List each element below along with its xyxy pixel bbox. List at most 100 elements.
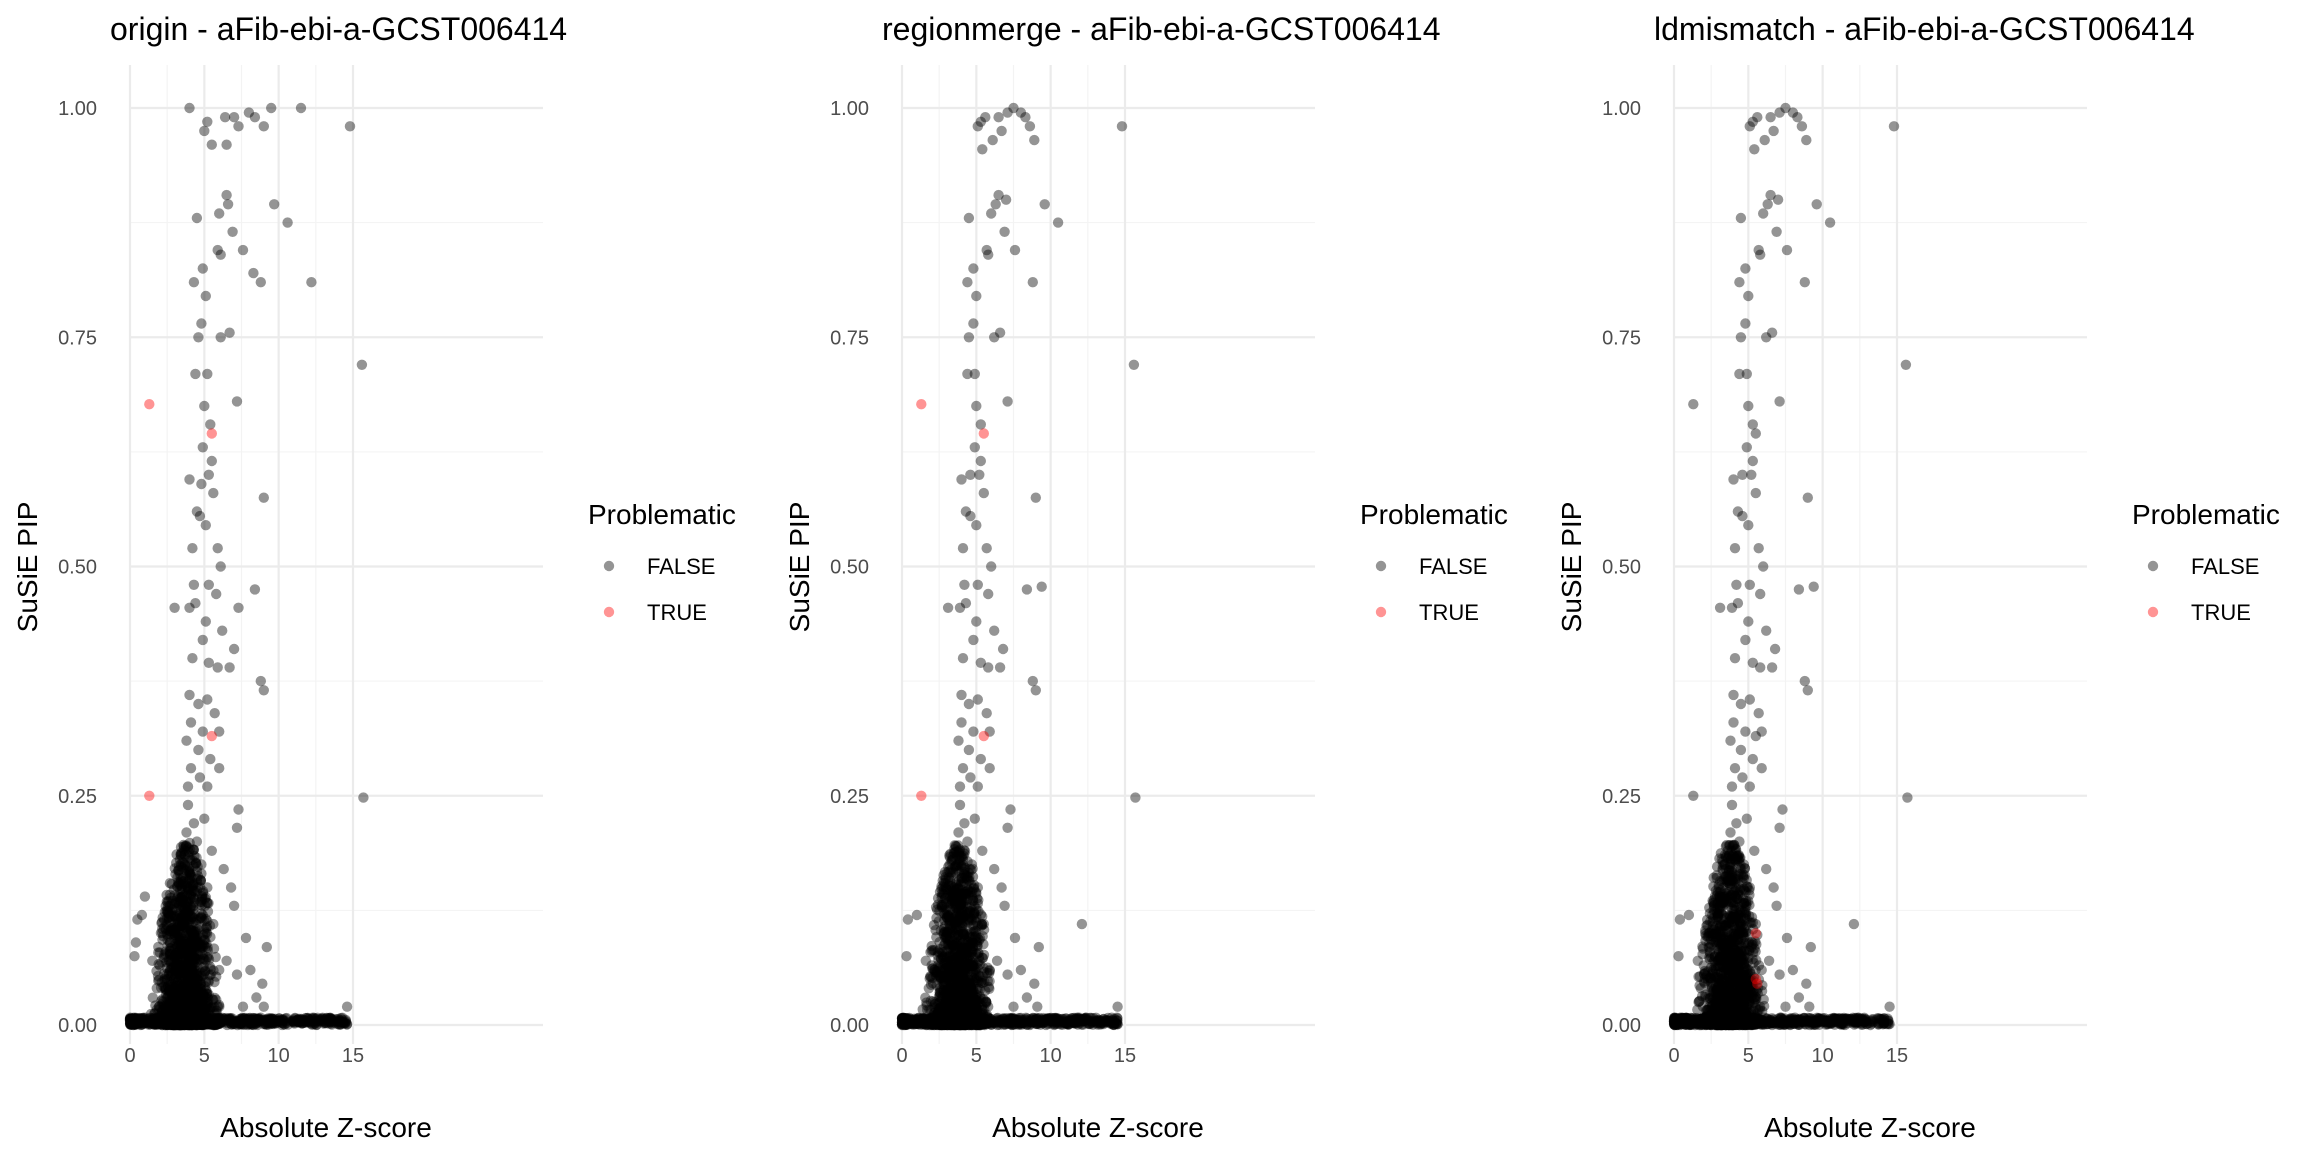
data-point bbox=[924, 973, 935, 984]
data-point bbox=[175, 849, 187, 860]
data-point bbox=[181, 840, 192, 851]
data-point bbox=[190, 1016, 202, 1027]
data-point bbox=[190, 858, 202, 869]
data-point bbox=[203, 898, 214, 909]
data-point bbox=[182, 860, 193, 871]
data-point bbox=[178, 993, 190, 1005]
data-point bbox=[171, 940, 183, 952]
data-point bbox=[978, 428, 989, 439]
data-point bbox=[182, 968, 193, 979]
data-point bbox=[981, 543, 992, 554]
data-point bbox=[175, 966, 187, 977]
data-point bbox=[203, 1001, 214, 1012]
data-point bbox=[188, 951, 200, 962]
data-point bbox=[208, 1019, 219, 1030]
data-point bbox=[188, 818, 200, 829]
data-point bbox=[169, 925, 180, 936]
data-point bbox=[176, 920, 187, 932]
data-point bbox=[959, 976, 970, 987]
data-point bbox=[184, 863, 195, 874]
data-point bbox=[184, 1019, 195, 1031]
data-point bbox=[184, 989, 196, 1000]
data-point bbox=[170, 997, 181, 1008]
data-point bbox=[173, 1019, 184, 1030]
data-point bbox=[187, 892, 199, 903]
data-point bbox=[177, 1019, 189, 1030]
data-point bbox=[963, 744, 975, 756]
data-point bbox=[163, 912, 174, 923]
data-point bbox=[165, 1013, 176, 1024]
data-point bbox=[174, 854, 186, 865]
data-point bbox=[183, 1008, 194, 1020]
data-point bbox=[176, 967, 187, 979]
data-point bbox=[206, 428, 217, 439]
data-point bbox=[980, 112, 991, 123]
data-point bbox=[179, 907, 191, 919]
legend-title: Problematic bbox=[1360, 499, 1508, 530]
data-point bbox=[159, 1002, 170, 1013]
data-point bbox=[181, 1018, 192, 1029]
data-point bbox=[200, 520, 211, 531]
data-point bbox=[978, 487, 989, 499]
data-point bbox=[179, 909, 190, 920]
data-point bbox=[1027, 277, 1039, 288]
data-point bbox=[154, 960, 165, 971]
data-point bbox=[185, 1010, 196, 1022]
data-point bbox=[183, 962, 195, 973]
data-point bbox=[190, 940, 201, 952]
data-point bbox=[179, 859, 190, 871]
data-point bbox=[188, 1001, 199, 1012]
data-point bbox=[171, 979, 182, 991]
data-point bbox=[965, 469, 976, 480]
data-point bbox=[193, 994, 204, 1005]
data-point bbox=[176, 993, 188, 1004]
data-point bbox=[147, 992, 158, 1003]
data-point bbox=[169, 1019, 180, 1031]
data-point bbox=[180, 930, 192, 941]
data-point bbox=[195, 911, 207, 922]
data-point bbox=[172, 987, 183, 998]
data-point bbox=[172, 872, 183, 883]
data-point bbox=[183, 850, 194, 861]
data-point bbox=[175, 938, 186, 949]
data-point bbox=[191, 212, 203, 224]
data-point bbox=[187, 946, 198, 957]
data-point bbox=[205, 1019, 216, 1030]
data-point bbox=[938, 928, 949, 939]
data-point bbox=[205, 1014, 217, 1025]
data-point bbox=[171, 1012, 182, 1024]
data-point bbox=[1009, 244, 1021, 256]
data-point bbox=[163, 895, 174, 907]
data-point bbox=[945, 900, 957, 911]
data-point bbox=[173, 1014, 184, 1025]
data-point bbox=[180, 1013, 191, 1024]
data-point bbox=[1030, 685, 1042, 696]
data-point bbox=[181, 1005, 193, 1016]
data-point bbox=[177, 873, 188, 884]
data-point bbox=[181, 1011, 192, 1022]
data-point bbox=[178, 1003, 190, 1014]
data-point bbox=[184, 977, 195, 988]
data-point bbox=[160, 1016, 171, 1027]
data-point bbox=[972, 781, 983, 792]
data-point bbox=[983, 249, 994, 260]
data-point bbox=[191, 932, 202, 944]
data-point bbox=[175, 1002, 186, 1013]
data-point bbox=[227, 226, 238, 237]
data-point bbox=[160, 1004, 171, 1015]
data-point bbox=[160, 1018, 171, 1030]
data-point bbox=[198, 1002, 210, 1013]
data-point bbox=[189, 926, 200, 937]
data-point bbox=[171, 849, 182, 860]
data-point bbox=[171, 1005, 182, 1017]
data-point bbox=[172, 986, 184, 997]
data-point bbox=[1076, 918, 1088, 930]
data-point bbox=[165, 910, 176, 922]
data-point bbox=[165, 955, 176, 967]
data-point bbox=[171, 999, 183, 1010]
data-point bbox=[972, 579, 983, 590]
data-point bbox=[161, 905, 172, 916]
data-point bbox=[1052, 217, 1064, 228]
data-point bbox=[174, 910, 185, 921]
data-point bbox=[202, 1019, 214, 1030]
